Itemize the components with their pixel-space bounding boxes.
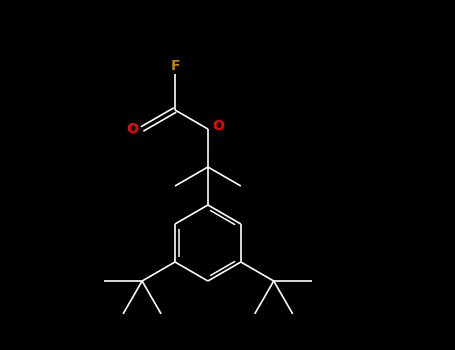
Text: F: F	[170, 59, 180, 73]
Text: O: O	[126, 122, 138, 136]
Text: O: O	[212, 119, 224, 133]
